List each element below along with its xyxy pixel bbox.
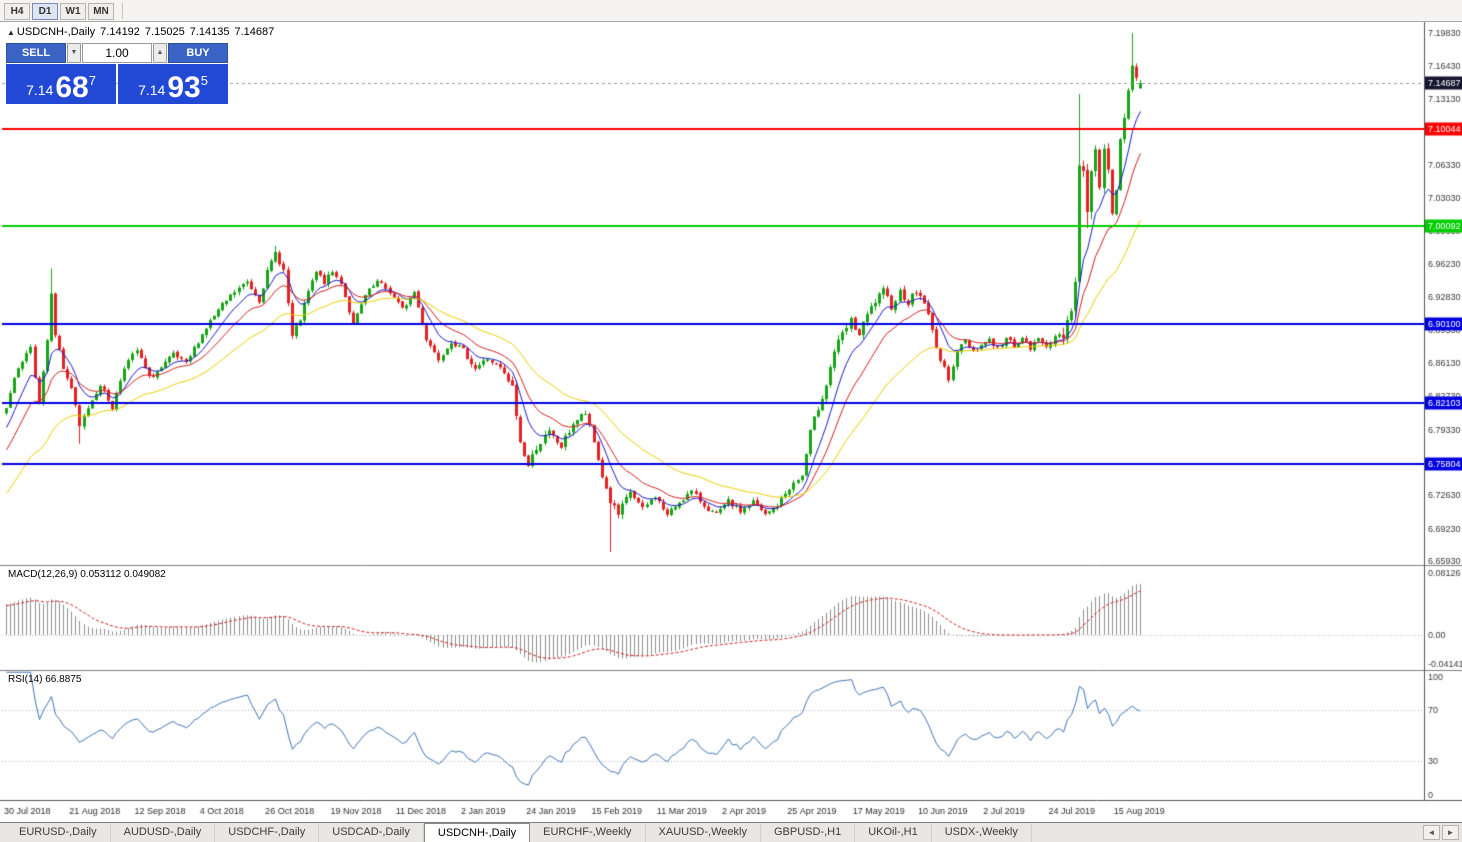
buy-price-button[interactable]: 7.14 93 5: [118, 64, 228, 104]
toolbar-separator: [122, 2, 123, 19]
timeframe-D1-button[interactable]: D1: [32, 3, 58, 20]
timeframe-toolbar: H4 D1 W1 MN: [0, 0, 1462, 22]
timeframe-H4-button[interactable]: H4: [4, 3, 30, 20]
chart-tab-xauusd-weekly[interactable]: XAUUSD-,Weekly: [646, 823, 761, 842]
timeframe-W1-button[interactable]: W1: [60, 3, 86, 20]
rsi-label: RSI(14) 66.8875: [8, 674, 82, 685]
macd-label: MACD(12,26,9) 0.053112 0.049082: [8, 569, 166, 580]
collapse-icon[interactable]: ▲: [7, 28, 15, 37]
sell-price-point: 7: [88, 73, 96, 88]
chart-tab-gbpusd-h1[interactable]: GBPUSD-,H1: [761, 823, 856, 842]
volume-up-button[interactable]: ▲: [153, 43, 167, 63]
candlestick-chart-canvas[interactable]: [0, 22, 1462, 822]
chart-tab-usdcad-daily[interactable]: USDCAD-,Daily: [319, 823, 424, 842]
sell-price-button[interactable]: 7.14 68 7: [6, 64, 116, 104]
sell-button[interactable]: SELL: [6, 43, 66, 63]
timeframe-MN-button[interactable]: MN: [88, 3, 114, 20]
chart-tab-usdchf-daily[interactable]: USDCHF-,Daily: [215, 823, 320, 842]
chart-tab-audusd-daily[interactable]: AUDUSD-,Daily: [111, 823, 216, 842]
symbol-period-label: USDCNH-,Daily: [16, 26, 96, 38]
buy-price-base: 7.14: [138, 82, 166, 98]
chart-header: ▲ USDCNH-,Daily 7.14192 7.15025 7.14135 7.146…: [7, 26, 279, 38]
chart-tabs: EURUSD-,Daily AUDUSD-,Daily USDCHF-,Daily U…: [0, 823, 1032, 842]
chart-tab-eurusd-daily[interactable]: EURUSD-,Daily: [6, 823, 111, 842]
ohlc-open: 7.14192: [100, 26, 140, 38]
timeframe-buttons: H4 D1 W1 MN: [4, 1, 116, 20]
chart-tab-ukoil-h1[interactable]: UKOil-,H1: [855, 823, 932, 842]
ohlc-low: 7.14135: [189, 26, 230, 38]
tabs-scroll-left-button[interactable]: ◄: [1423, 825, 1440, 840]
buy-price-point: 5: [200, 73, 208, 88]
chart-tab-eurchf-weekly[interactable]: EURCHF-,Weekly: [530, 823, 646, 842]
sell-price-base: 7.14: [26, 82, 54, 98]
tabs-scroll-arrows: ◄ ►: [1423, 825, 1459, 840]
chart-tab-usdx-weekly[interactable]: USDX-,Weekly: [932, 823, 1032, 842]
sell-price-pips: 68: [55, 71, 89, 104]
ohlc-high: 7.15025: [144, 26, 185, 38]
tabs-scroll-right-button[interactable]: ►: [1442, 825, 1459, 840]
buy-price-pips: 93: [167, 71, 201, 104]
chart-tab-usdcnh-daily[interactable]: USDCNH-,Daily: [423, 823, 531, 842]
buy-button[interactable]: BUY: [168, 43, 228, 63]
one-click-trading-panel: SELL ▼ 1.00 ▲ BUY 7.14 68 7 7.14 93 5: [6, 43, 228, 104]
chart-tabs-bar: EURUSD-,Daily AUDUSD-,Daily USDCHF-,Daily U…: [0, 822, 1462, 842]
volume-input[interactable]: 1.00: [82, 43, 152, 63]
volume-down-button[interactable]: ▼: [67, 43, 81, 63]
ohlc-close: 7.14687: [234, 26, 275, 38]
chart-area: ▲ USDCNH-,Daily 7.14192 7.15025 7.14135 7.146…: [0, 22, 1462, 822]
